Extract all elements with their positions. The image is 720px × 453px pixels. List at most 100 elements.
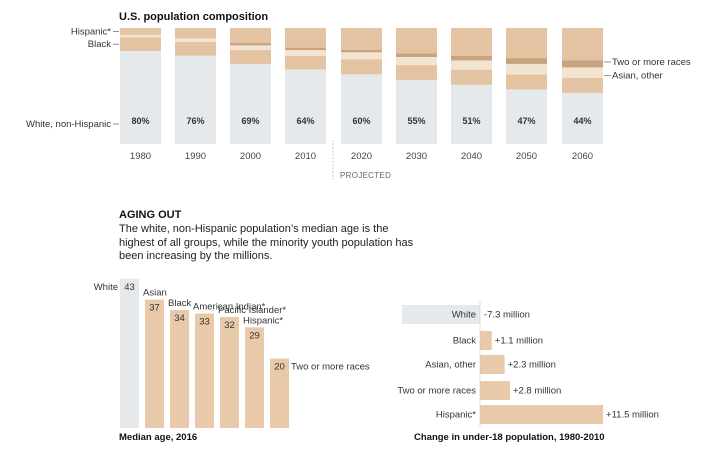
composition-segment-black [120, 37, 161, 52]
composition-year-label: 2050 [516, 151, 537, 162]
under18-change-value: -7.3 million [484, 310, 530, 321]
composition-segment-hispanic [230, 28, 271, 44]
composition-segment-two-or-more-races [562, 60, 603, 68]
composition-year-label: 2020 [351, 151, 372, 162]
under18-change-bar [480, 331, 492, 350]
composition-segment-white-non-hispanic [230, 63, 271, 144]
median-age-category-label: Hispanic* [243, 315, 283, 326]
under18-change-bar [480, 405, 604, 424]
composition-segment-asian-other [230, 45, 271, 51]
median-age-category-label: White [94, 282, 118, 293]
under18-change-category-label: Black [453, 336, 476, 347]
under18-change-bar [480, 381, 510, 400]
composition-year-label: 2040 [461, 151, 482, 162]
composition-segment-black [230, 50, 271, 64]
composition-segment-white-non-hispanic [451, 84, 492, 144]
composition-segment-hispanic [120, 28, 161, 35]
composition-segment-hispanic [341, 28, 382, 51]
composition-segment-white-non-hispanic [341, 74, 382, 144]
composition-value-label: 80% [131, 116, 149, 126]
aging-description: The white, non-Hispanic population’s med… [119, 223, 414, 262]
composition-year-label: 2030 [406, 151, 427, 162]
composition-segment-hispanic [396, 28, 437, 54]
composition-segment-two-or-more-races [396, 53, 437, 57]
composition-segment-hispanic [506, 28, 547, 59]
composition-segment-two-or-more-races [341, 50, 382, 53]
median-age-value: 29 [249, 330, 260, 341]
median-age-value: 33 [199, 316, 210, 327]
median-age-chart-title: Median age, 2016 [119, 432, 197, 443]
composition-segment-hispanic [285, 28, 326, 48]
composition-segment-asian-other [451, 60, 492, 70]
composition-segment-asian-other [396, 57, 437, 66]
composition-segment-white-non-hispanic [562, 92, 603, 144]
aging-heading: AGING OUT [119, 209, 182, 221]
series-label-right: Two or more races [612, 57, 691, 68]
composition-segment-hispanic [562, 28, 603, 61]
composition-bars: 80% 1980 76% 1990 69% 2000 64% 2010 60% 2020 55% 20… [120, 28, 603, 162]
under18-change-bars: White -7.3 million Black +1.1 million Asian,… [397, 300, 659, 428]
composition-segment-black [285, 55, 326, 70]
composition-value-label: 51% [462, 116, 480, 126]
composition-segment-asian-other [175, 38, 216, 42]
median-age-category-label: Two or more races [291, 362, 370, 373]
composition-segment-white-non-hispanic [120, 51, 161, 145]
composition-segment-white-non-hispanic [175, 55, 216, 145]
composition-segment-asian-other [285, 50, 326, 56]
under18-change-bar [401, 305, 480, 324]
median-age-value: 34 [174, 313, 185, 324]
series-label-left: Black [88, 39, 111, 50]
composition-value-label: 47% [517, 116, 535, 126]
projected-label: PROJECTED [340, 171, 391, 180]
median-age-bar [245, 327, 264, 428]
median-age-value: 37 [149, 303, 160, 314]
median-age-value: 20 [274, 362, 285, 373]
composition-segment-black [506, 74, 547, 90]
composition-segment-black [562, 77, 603, 93]
median-age-bar [145, 299, 164, 428]
under18-change-value: +2.3 million [508, 360, 556, 371]
under18-change-value: +2.8 million [513, 386, 561, 397]
series-label-right: Asian, other [612, 71, 663, 82]
median-age-value: 32 [224, 320, 235, 331]
composition-value-label: 76% [186, 116, 204, 126]
composition-segment-white-non-hispanic [396, 80, 437, 144]
under18-change-value: +1.1 million [495, 336, 543, 347]
series-label-left: Hispanic* [71, 26, 111, 37]
median-age-bar [170, 310, 189, 428]
composition-value-label: 64% [296, 116, 314, 126]
median-age-category-label: Black [168, 298, 191, 309]
composition-segment-two-or-more-races [230, 43, 271, 46]
median-age-bar [270, 358, 289, 428]
composition-segment-hispanic [175, 28, 216, 39]
composition-year-label: 2000 [240, 151, 261, 162]
under18-change-chart-title: Change in under-18 population, 1980-2010 [414, 432, 605, 443]
composition-chart-title: U.S. population composition [119, 11, 268, 23]
composition-segment-hispanic [451, 28, 492, 56]
under18-change-category-label: Asian, other [425, 360, 476, 371]
composition-value-label: 55% [407, 116, 425, 126]
composition-segment-black [341, 59, 382, 75]
composition-segment-white-non-hispanic [285, 69, 326, 144]
composition-segment-two-or-more-races [451, 55, 492, 61]
composition-segment-asian-other [562, 67, 603, 78]
median-age-category-label: American Indian* [193, 301, 266, 312]
median-age-value: 43 [124, 282, 135, 293]
composition-series-labels: Hispanic* Black White, non-Hispanic Two or … [26, 26, 691, 130]
median-age-category-label: Asian [143, 288, 167, 299]
composition-value-label: 69% [241, 116, 259, 126]
under18-change-category-label: White [452, 310, 476, 321]
median-age-category-label: Pacific Islander* [218, 305, 286, 316]
under18-change-value: +11.5 million [606, 410, 659, 421]
composition-year-label: 1990 [185, 151, 206, 162]
composition-segment-asian-other [120, 34, 161, 38]
composition-segment-asian-other [341, 52, 382, 60]
under18-change-category-label: Two or more races [397, 386, 476, 397]
composition-segment-black [451, 69, 492, 85]
composition-segment-black [175, 41, 216, 56]
composition-year-label: 2010 [295, 151, 316, 162]
composition-segment-black [396, 65, 437, 81]
composition-segment-asian-other [506, 63, 547, 75]
median-age-bar [195, 313, 214, 428]
